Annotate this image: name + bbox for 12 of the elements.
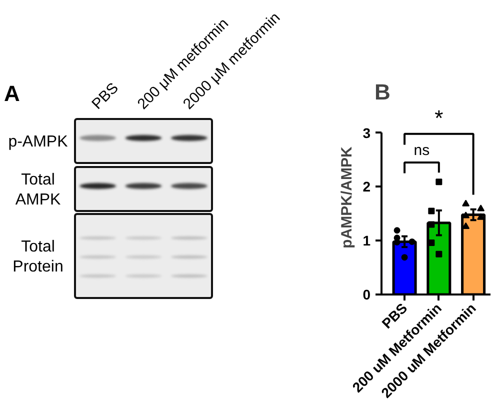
text: *: [434, 106, 444, 131]
chart-title: B: [374, 80, 390, 104]
y-tick-label: 1: [362, 232, 371, 249]
text: A: [4, 81, 20, 106]
text: Total AMPK: [15, 172, 61, 208]
y-tick-label: 2: [362, 178, 371, 195]
annotation: ns: [414, 142, 430, 160]
y-tick-label: 0: [362, 286, 371, 302]
text: Total Protein: [12, 238, 64, 276]
y-axis-title: pAMPK/AMPK: [338, 146, 356, 248]
y-tick-label: 3: [362, 124, 371, 141]
text: p-AMPK: [8, 134, 68, 150]
